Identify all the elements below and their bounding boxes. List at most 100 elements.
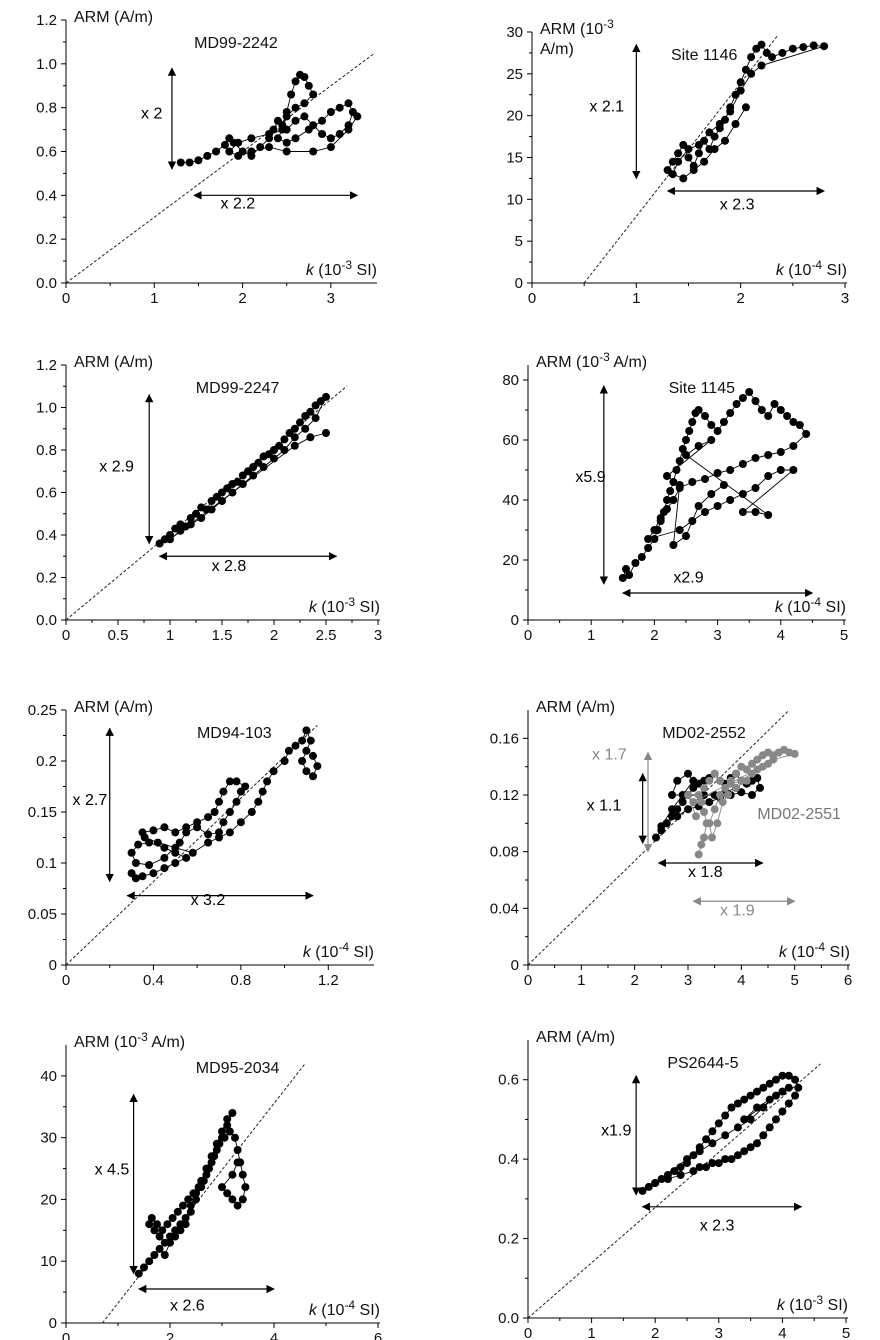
data-point [269, 767, 278, 776]
data-point [322, 392, 330, 401]
data-point [186, 1207, 195, 1216]
series-line [622, 391, 807, 579]
x-tick-label: 0.5 [108, 627, 129, 644]
data-point [225, 1127, 234, 1136]
data-point [204, 813, 213, 822]
data-point [160, 853, 169, 862]
y-tick-label: 0.0 [36, 275, 57, 292]
x-axis-label-sup: -3 [812, 1293, 823, 1307]
data-point [726, 466, 735, 474]
x-axis-label-sup: -4 [810, 595, 821, 609]
x-axis-label-tail: SI) [349, 944, 374, 961]
data-point [309, 121, 318, 130]
data-point [153, 1220, 161, 1229]
data-point [306, 407, 315, 416]
data-point [651, 1179, 660, 1187]
x-tick-label: 2 [166, 1330, 174, 1340]
x-axis-label-tail: SI) [823, 1297, 848, 1314]
data-point [171, 828, 180, 837]
y-tick-label: 0.12 [490, 787, 519, 804]
data-point [182, 823, 191, 832]
y-tick-label: 1.0 [36, 400, 57, 417]
data-point [344, 125, 353, 134]
data-point [753, 1139, 761, 1148]
data-point [273, 134, 282, 143]
data-point [306, 736, 315, 745]
data-point [150, 1226, 159, 1235]
data-point [150, 1251, 159, 1259]
ratio-label: x 2.8 [212, 558, 247, 575]
data-point [738, 490, 747, 498]
data-point [232, 777, 241, 786]
data-point [778, 48, 787, 57]
ratio-label: x 3.2 [191, 892, 226, 909]
x-tick-label: 1 [150, 290, 158, 307]
data-point [309, 751, 317, 760]
data-point [718, 798, 727, 807]
data-point [708, 833, 716, 842]
data-point [751, 454, 760, 462]
data-point [791, 1075, 800, 1084]
panel-md99-2242: 0 1 2 3 0.0 0.2 0.4 0.6 0.8 1.0 1.2 MD99-2242 ARM (A… [36, 9, 377, 307]
panel-md02-2552: 0 1 2 3 4 5 6 0 0.04 0.08 0.12 0.16 MD02-2552 ARM (A/… [490, 699, 852, 989]
data-point [746, 1143, 755, 1152]
data-point [282, 112, 291, 121]
y-tick-label: 0.1 [36, 855, 57, 872]
data-point [194, 1183, 203, 1192]
data-point [309, 772, 317, 781]
data-point [302, 746, 311, 755]
data-point [291, 741, 300, 750]
data-point [263, 777, 272, 786]
x-tick-label: 0.4 [143, 972, 164, 989]
y-tick-label: 20 [40, 1191, 57, 1208]
x-tick-label: 0 [524, 627, 532, 644]
x-tick-label: 0.8 [230, 972, 251, 989]
data-point [702, 1135, 711, 1144]
y-tick-label: 15 [506, 150, 523, 167]
data-point [223, 1121, 232, 1130]
y-axis-label: ARM (A/m) [536, 699, 615, 716]
y-tick-label: 0.2 [36, 570, 57, 587]
x-tick-label: 0 [524, 972, 532, 989]
x-tick-label: 5 [790, 972, 798, 989]
data-point [326, 134, 335, 143]
x-tick-label: 1 [587, 1325, 595, 1340]
data-point [171, 843, 180, 852]
data-point [701, 475, 709, 483]
y-axis-label-main: ARM (A/m) [536, 1029, 615, 1046]
ratio-label: x 2 [141, 106, 162, 123]
data-point [155, 1232, 164, 1241]
y-axis-label: ARM (10-3 A/m) [74, 1030, 185, 1051]
data-point [166, 1232, 174, 1241]
data-point [140, 1263, 148, 1272]
data-point [233, 1158, 242, 1167]
data-point [764, 472, 773, 480]
data-point [193, 818, 202, 827]
data-point [684, 145, 693, 154]
x-axis-label-symbol: k [775, 599, 784, 616]
data-point [302, 726, 311, 735]
data-point [638, 1186, 647, 1195]
y-axis-label-main: ARM (A/m) [74, 354, 153, 371]
data-point [733, 1099, 742, 1108]
data-point [205, 1164, 213, 1173]
data-point [714, 1159, 723, 1168]
data-point [778, 1107, 787, 1116]
y-tick-label: 0 [511, 957, 519, 974]
data-point [650, 526, 659, 534]
data-point [748, 791, 756, 799]
regression-line [102, 1063, 306, 1324]
data-point [234, 151, 243, 160]
y-tick-label: 0.08 [490, 844, 519, 861]
x-axis-label-main: (10 [783, 599, 811, 616]
y-tick-label: 0.16 [490, 730, 519, 747]
data-point [663, 1175, 672, 1183]
y-axis-label-tail: A/m) [148, 1034, 185, 1051]
x-tick-label: 2 [270, 627, 278, 644]
data-point [663, 505, 671, 513]
data-point [166, 535, 174, 544]
x-axis-label: k (10-4 SI) [776, 258, 847, 279]
data-point [210, 1152, 219, 1161]
x-axis-label: k (10-4 SI) [309, 1298, 380, 1319]
y-tick-label: 40 [40, 1068, 57, 1085]
